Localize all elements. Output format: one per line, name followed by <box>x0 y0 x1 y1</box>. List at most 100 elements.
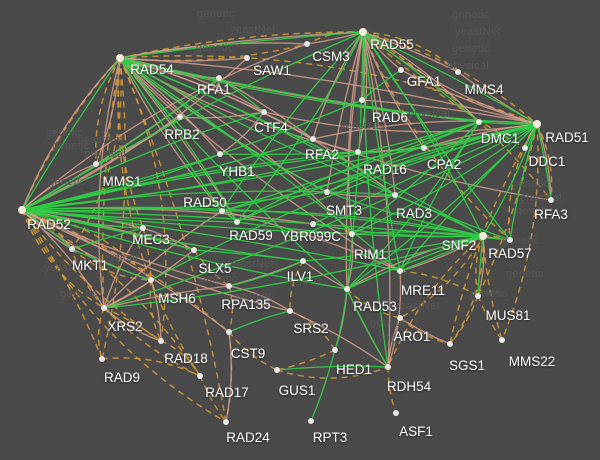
graph-node-hed1[interactable] <box>332 347 338 353</box>
graph-node-cst9[interactable] <box>226 329 232 335</box>
graph-node-rad54[interactable] <box>116 54 124 62</box>
graph-node-rad18[interactable] <box>158 338 164 344</box>
network-edge <box>21 209 73 250</box>
network-edge <box>221 31 364 212</box>
graph-node-rad3[interactable] <box>392 192 398 198</box>
network-edge <box>399 235 484 272</box>
graph-node-mus81[interactable] <box>475 293 481 299</box>
graph-node-srs2[interactable] <box>287 308 293 314</box>
network-edge <box>119 57 480 123</box>
network-edge <box>362 31 401 272</box>
network-edge <box>362 31 459 73</box>
network-edge <box>193 249 304 262</box>
network-edge <box>361 69 402 101</box>
graph-node-dmc1[interactable] <box>476 119 482 125</box>
network-edge <box>21 77 220 211</box>
network-edge <box>119 31 364 59</box>
graph-node-cpa2[interactable] <box>421 145 427 151</box>
network-edge <box>119 57 511 241</box>
graph-node-rad57[interactable] <box>507 237 513 243</box>
network-edge <box>97 307 105 360</box>
graph-node-label-rad9: RAD9 <box>103 370 141 385</box>
network-edge <box>119 57 401 272</box>
graph-node-rad16[interactable] <box>355 149 361 155</box>
network-edge <box>362 31 484 237</box>
graph-node-mre11[interactable] <box>397 268 403 274</box>
network-edge <box>21 209 348 290</box>
graph-node-rad53[interactable] <box>344 286 350 292</box>
network-edge <box>289 310 389 368</box>
network-edge <box>362 31 552 201</box>
graph-node-label-rad6: RAD6 <box>371 110 409 125</box>
graph-node-mms1[interactable] <box>93 161 99 167</box>
network-edge <box>276 365 389 371</box>
graph-node-slx5[interactable] <box>191 247 197 253</box>
network-edge <box>399 235 484 272</box>
graph-node-gus1[interactable] <box>274 367 280 373</box>
graph-node-rad24[interactable] <box>223 419 229 425</box>
graph-node-rad50[interactable] <box>219 208 225 214</box>
graph-node-rad51[interactable] <box>533 120 541 128</box>
network-edge <box>119 31 364 59</box>
graph-node-rpt3[interactable] <box>308 418 314 424</box>
graph-node-rpb2[interactable] <box>177 114 183 120</box>
graph-node-rad59[interactable] <box>234 219 240 225</box>
graph-node-ilv1[interactable] <box>300 258 306 264</box>
network-edge <box>150 123 538 281</box>
graph-node-label-asf1: ASF1 <box>399 424 433 439</box>
network-edge <box>334 288 348 351</box>
network-edge <box>387 366 397 414</box>
graph-node-xrs2[interactable] <box>101 305 107 311</box>
graph-node-label-ilv1: ILV1 <box>286 269 314 284</box>
graph-node-rad52[interactable] <box>18 206 26 214</box>
network-edge <box>149 279 162 342</box>
network-edge <box>142 227 152 281</box>
graph-node-rad6[interactable] <box>359 97 365 103</box>
network-edge <box>21 207 223 212</box>
network-edge <box>21 57 121 211</box>
network-edge <box>477 235 485 297</box>
graph-node-rim1[interactable] <box>349 231 355 237</box>
graph-node-rfa3[interactable] <box>548 197 554 203</box>
graph-node-rfa2[interactable] <box>310 136 316 142</box>
graph-node-label-rad57: RAD57 <box>488 246 532 261</box>
network-edge <box>119 42 308 59</box>
graph-node-snf2[interactable] <box>479 232 487 240</box>
graph-node-rpa135[interactable] <box>226 283 232 289</box>
graph-node-yhb1[interactable] <box>217 151 223 157</box>
network-edge <box>150 279 162 342</box>
graph-node-ybr099c[interactable] <box>310 221 316 227</box>
graph-node-label-rpt3: RPT3 <box>312 430 348 445</box>
graph-node-mec3[interactable] <box>140 225 146 231</box>
graph-node-label-slx5: SLX5 <box>198 261 232 276</box>
graph-node-smt3[interactable] <box>324 189 330 195</box>
graph-node-rdh54[interactable] <box>385 364 391 370</box>
graph-node-msh6[interactable] <box>148 277 154 283</box>
graph-node-gfa1[interactable] <box>398 67 404 73</box>
graph-node-rad55[interactable] <box>359 28 367 36</box>
graph-node-mms4[interactable] <box>455 69 461 75</box>
graph-node-mms22[interactable] <box>499 337 505 343</box>
graph-node-rad17[interactable] <box>197 373 203 379</box>
graph-node-label-ybr099c: YBR099C <box>280 229 342 244</box>
graph-node-ctf4[interactable] <box>261 109 267 115</box>
graph-node-label-ddc1: DDC1 <box>528 154 566 169</box>
graph-node-label-rpb2: RPB2 <box>164 127 200 142</box>
graph-node-aro1[interactable] <box>397 315 403 321</box>
network-edge <box>119 57 401 272</box>
graph-node-rfa1[interactable] <box>216 75 222 81</box>
graph-node-mkt1[interactable] <box>69 246 75 252</box>
network-edge <box>228 331 278 371</box>
graph-node-saw1[interactable] <box>244 55 250 61</box>
graph-node-rad9[interactable] <box>99 356 105 362</box>
graph-node-sgs1[interactable] <box>447 341 453 347</box>
network-edge <box>119 57 538 125</box>
network-edge <box>193 249 230 287</box>
graph-node-label-rad55: RAD55 <box>370 37 414 52</box>
graph-node-csm3[interactable] <box>304 41 310 47</box>
network-edge <box>361 99 538 125</box>
graph-node-label-rad53: RAD53 <box>353 299 397 314</box>
graph-node-asf1[interactable] <box>393 410 399 416</box>
graph-node-ddc1[interactable] <box>522 145 528 151</box>
